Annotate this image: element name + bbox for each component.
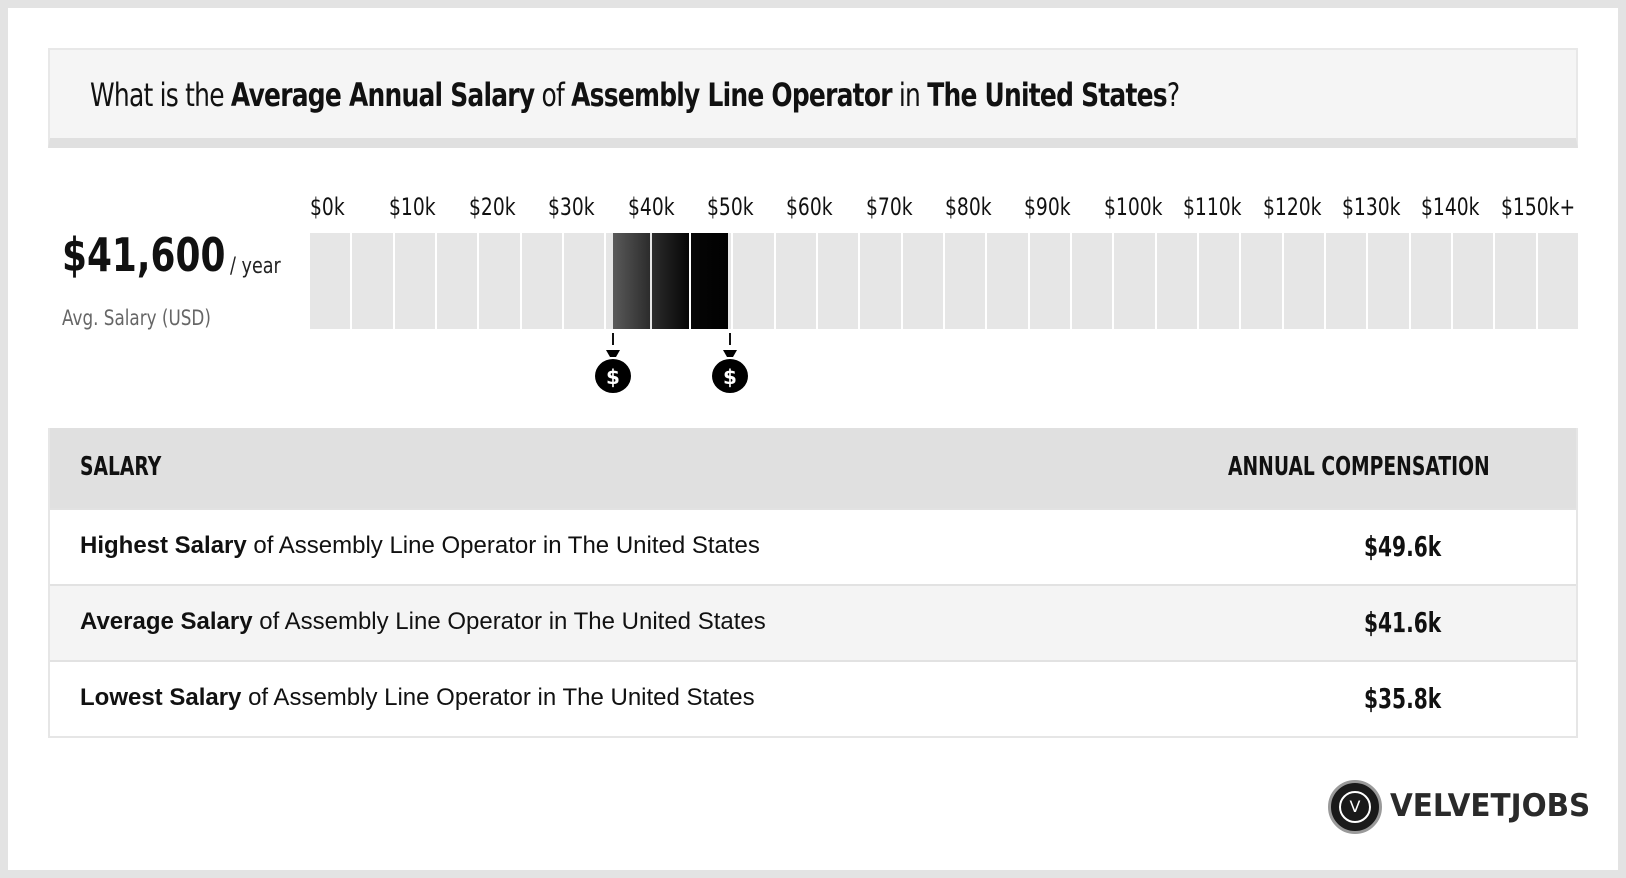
- bar-cell: [987, 233, 1028, 329]
- bar-cell: [1368, 233, 1409, 329]
- svg-text:$: $: [606, 365, 620, 389]
- bar-cell: [1156, 233, 1197, 329]
- x-tick-label: $10k: [389, 193, 436, 221]
- table-row: Highest Salary of Assembly Line Operator…: [50, 508, 1576, 584]
- x-tick-label: $70k: [865, 193, 913, 221]
- x-tick-label: $130k: [1341, 193, 1401, 221]
- question-of: of: [534, 76, 572, 114]
- header-salary: SALARY: [80, 452, 162, 482]
- bar-cell: [564, 233, 605, 329]
- row-label-bold: Average Salary: [80, 608, 253, 635]
- bar-cell: [352, 233, 393, 329]
- logo-mark-letter: V: [1339, 791, 1371, 823]
- bar-cell: [479, 233, 520, 329]
- money-bag-icon: $: [711, 333, 748, 393]
- bar-cell: [902, 233, 943, 329]
- x-tick-label: $150k+: [1500, 193, 1575, 221]
- x-axis-ticks: $0k $10k $20k $30k $40k $50k $60k $70k $80k $90k $…: [310, 193, 1580, 223]
- bar-cell: [1199, 233, 1240, 329]
- question-metric: Average Annual Salary: [230, 76, 535, 114]
- bar-cell: [1495, 233, 1536, 329]
- row-label: Average Salary of Assembly Line Operator…: [80, 608, 766, 636]
- bar-cell: [1537, 233, 1578, 329]
- bar-cell: [1114, 233, 1155, 329]
- row-value: $41.6k: [1364, 606, 1442, 639]
- bar-cell: [733, 233, 774, 329]
- logo-mark: V: [1328, 780, 1382, 834]
- salary-table: SALARY ANNUAL COMPENSATION Highest Salar…: [48, 428, 1578, 738]
- row-label: Lowest Salary of Assembly Line Operator …: [80, 684, 755, 712]
- range-markers: $ $: [310, 333, 1580, 403]
- bar-cell: [521, 233, 562, 329]
- row-label-rest: of Assembly Line Operator in The United …: [252, 608, 766, 635]
- x-tick-label: $110k: [1183, 193, 1242, 221]
- question-suffix: ?: [1166, 76, 1180, 114]
- x-tick-label: $40k: [627, 193, 675, 221]
- average-label: Avg. Salary (USD): [62, 306, 211, 330]
- average-amount: $41,600: [62, 228, 226, 282]
- average-salary-block: $41,600 / year Avg. Salary (USD): [62, 228, 281, 330]
- question-in: in: [891, 76, 928, 114]
- average-period: / year: [230, 254, 281, 279]
- row-label-rest: of Assembly Line Operator in The United …: [241, 684, 755, 711]
- x-tick-label: $30k: [548, 193, 595, 221]
- bar-cell: [1326, 233, 1367, 329]
- row-label-bold: Highest Salary: [80, 532, 247, 559]
- range-bar-segment: [691, 233, 728, 329]
- question-header: What is the Average Annual Salary of Ass…: [48, 48, 1578, 148]
- table-row: Lowest Salary of Assembly Line Operator …: [50, 660, 1576, 736]
- range-bar-segment: [613, 233, 651, 329]
- salary-range-bar: [310, 233, 1580, 329]
- x-tick-label: $0k: [310, 193, 345, 221]
- x-tick-label: $90k: [1024, 193, 1071, 221]
- table-header: SALARY ANNUAL COMPENSATION: [50, 428, 1576, 508]
- x-tick-label: $100k: [1103, 193, 1163, 221]
- row-label: Highest Salary of Assembly Line Operator…: [80, 532, 760, 560]
- question-text: What is the Average Annual Salary of Ass…: [90, 76, 1180, 114]
- svg-text:$: $: [723, 365, 737, 389]
- bar-cell: [1453, 233, 1494, 329]
- x-tick-label: $60k: [786, 193, 833, 221]
- x-tick-label: $140k: [1421, 193, 1480, 221]
- money-bag-icon: $: [595, 333, 632, 393]
- row-value: $49.6k: [1364, 530, 1442, 563]
- bar-cell: [945, 233, 986, 329]
- x-tick-label: $20k: [468, 193, 516, 221]
- range-bar-segment: [652, 233, 689, 329]
- header-annual-compensation: ANNUAL COMPENSATION: [1228, 452, 1490, 482]
- logo-wordmark: VELVETJOBS: [1390, 788, 1591, 824]
- x-tick-label: $120k: [1262, 193, 1321, 221]
- row-label-rest: of Assembly Line Operator in The United …: [246, 532, 760, 559]
- x-tick-label: $50k: [706, 193, 754, 221]
- bar-cell: [1283, 233, 1324, 329]
- bar-cell: [394, 233, 435, 329]
- salary-card: What is the Average Annual Salary of Ass…: [8, 8, 1618, 870]
- question-job: Assembly Line Operator: [571, 76, 892, 114]
- row-label-bold: Lowest Salary: [80, 684, 242, 711]
- bar-cell: [818, 233, 859, 329]
- bar-cell: [775, 233, 816, 329]
- bar-cell: [1072, 233, 1113, 329]
- bar-cell: [310, 233, 351, 329]
- question-prefix: What is the: [90, 76, 231, 114]
- bar-cell: [437, 233, 478, 329]
- bar-cell: [860, 233, 901, 329]
- bar-cell: [1410, 233, 1451, 329]
- x-tick-label: $80k: [945, 193, 992, 221]
- row-value: $35.8k: [1364, 682, 1442, 715]
- question-location: The United States: [927, 76, 1167, 114]
- bar-cell: [1029, 233, 1070, 329]
- bar-cell: [1241, 233, 1282, 329]
- table-row: Average Salary of Assembly Line Operator…: [50, 584, 1576, 660]
